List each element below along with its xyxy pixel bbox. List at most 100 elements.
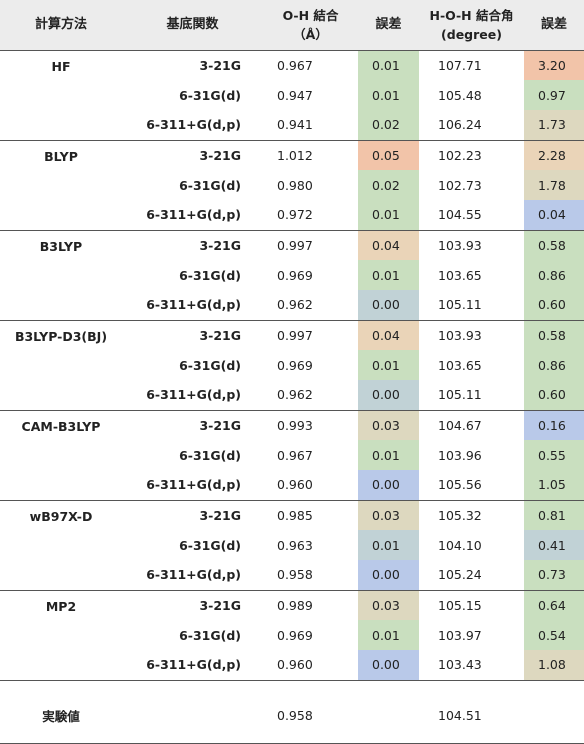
basis-set-cell: 3-21G bbox=[199, 507, 241, 523]
basis-set-cell: 6-31G(d) bbox=[179, 537, 241, 553]
table-row: 6-31G(d) 0.969 0.01 103.65 0.86 bbox=[0, 260, 584, 290]
oh-error-cell: 0.01 bbox=[358, 440, 419, 470]
angle-error-cell: 0.60 bbox=[524, 380, 584, 410]
oh-bond-cell: 0.960 bbox=[277, 657, 313, 673]
angle-cell: 102.23 bbox=[438, 147, 482, 163]
angle-error-cell: 0.54 bbox=[524, 620, 584, 650]
angle-error-cell: 0.86 bbox=[524, 260, 584, 290]
oh-error-cell: 0.02 bbox=[358, 110, 419, 140]
oh-error-cell: 0.03 bbox=[358, 500, 419, 530]
angle-cell: 105.24 bbox=[438, 567, 482, 583]
experimental-angle: 104.51 bbox=[438, 707, 482, 723]
angle-cell: 103.93 bbox=[438, 237, 482, 253]
table-row: 6-311+G(d,p) 0.958 0.00 105.24 0.73 bbox=[0, 560, 584, 590]
angle-cell: 104.67 bbox=[438, 417, 482, 433]
oh-error-cell: 0.00 bbox=[358, 290, 419, 320]
angle-error-cell: 0.58 bbox=[524, 230, 584, 260]
basis-set-cell: 6-311+G(d,p) bbox=[146, 207, 241, 223]
table-row: B3LYP-D3(BJ) 3-21G 0.997 0.04 103.93 0.58 bbox=[0, 320, 584, 350]
oh-error-cell: 0.01 bbox=[358, 260, 419, 290]
basis-set-cell: 3-21G bbox=[199, 237, 241, 253]
table-row: 6-31G(d) 0.969 0.01 103.65 0.86 bbox=[0, 350, 584, 380]
angle-cell: 103.93 bbox=[438, 327, 482, 343]
oh-error-cell: 0.01 bbox=[358, 620, 419, 650]
angle-error-cell: 0.55 bbox=[524, 440, 584, 470]
header-oh-line1: O-H 結合 bbox=[282, 7, 339, 23]
oh-error-cell: 0.03 bbox=[358, 590, 419, 620]
oh-bond-cell: 0.993 bbox=[277, 417, 313, 433]
oh-bond-cell: 0.941 bbox=[277, 117, 313, 133]
angle-error-cell: 3.20 bbox=[524, 50, 584, 80]
table-row: 6-31G(d) 0.967 0.01 103.96 0.55 bbox=[0, 440, 584, 470]
oh-bond-cell: 0.963 bbox=[277, 537, 313, 553]
table-row: 6-311+G(d,p) 0.960 0.00 103.43 1.08 bbox=[0, 650, 584, 680]
angle-error-cell: 1.78 bbox=[524, 170, 584, 200]
table-row: B3LYP 3-21G 0.997 0.04 103.93 0.58 bbox=[0, 230, 584, 260]
experimental-err1-empty bbox=[358, 688, 419, 743]
experimental-err2-empty bbox=[524, 688, 584, 743]
method-cell: B3LYP-D3(BJ) bbox=[14, 328, 108, 344]
oh-bond-cell: 0.985 bbox=[277, 507, 313, 523]
basis-set-cell: 6-31G(d) bbox=[179, 357, 241, 373]
oh-error-cell: 0.00 bbox=[358, 650, 419, 680]
oh-bond-cell: 0.958 bbox=[277, 567, 313, 583]
angle-cell: 103.43 bbox=[438, 657, 482, 673]
basis-set-cell: 6-311+G(d,p) bbox=[146, 657, 241, 673]
angle-cell: 105.15 bbox=[438, 597, 482, 613]
oh-bond-cell: 0.967 bbox=[277, 447, 313, 463]
header-angle-line2: (degree) bbox=[441, 26, 502, 42]
angle-error-cell: 0.60 bbox=[524, 290, 584, 320]
angle-error-cell: 1.73 bbox=[524, 110, 584, 140]
oh-error-cell: 0.01 bbox=[358, 50, 419, 80]
oh-error-cell: 0.01 bbox=[358, 350, 419, 380]
table-row: 6-31G(d) 0.980 0.02 102.73 1.78 bbox=[0, 170, 584, 200]
header-oh-line2: （Å） bbox=[293, 26, 328, 42]
table-body: HF 3-21G 0.967 0.01 107.71 3.20 6-31G(d) 0.947 0… bbox=[0, 50, 584, 743]
oh-bond-cell: 0.980 bbox=[277, 177, 313, 193]
oh-error-cell: 0.03 bbox=[358, 410, 419, 440]
oh-bond-cell: 0.969 bbox=[277, 627, 313, 643]
basis-set-cell: 3-21G bbox=[199, 327, 241, 343]
method-cell: CAM-B3LYP bbox=[21, 418, 101, 434]
header-angle-line1: H-O-H 結合角 bbox=[429, 7, 514, 23]
method-cell: wB97X-D bbox=[29, 508, 93, 524]
angle-cell: 105.48 bbox=[438, 87, 482, 103]
method-cell: MP2 bbox=[45, 598, 77, 614]
angle-error-cell: 0.04 bbox=[524, 200, 584, 230]
basis-set-cell: 3-21G bbox=[199, 597, 241, 613]
header-error-oh: 誤差 bbox=[375, 17, 402, 33]
table-row: 6-31G(d) 0.947 0.01 105.48 0.97 bbox=[0, 80, 584, 110]
angle-cell: 103.65 bbox=[438, 357, 482, 373]
spacer-row bbox=[0, 680, 584, 688]
oh-bond-cell: 1.012 bbox=[277, 147, 313, 163]
oh-error-cell: 0.01 bbox=[358, 530, 419, 560]
oh-bond-cell: 0.969 bbox=[277, 357, 313, 373]
table-header: 計算方法 基底関数 O-H 結合 （Å） 誤差 H-O-H 結合角 (degre… bbox=[0, 0, 584, 50]
table-row: 6-311+G(d,p) 0.960 0.00 105.56 1.05 bbox=[0, 470, 584, 500]
angle-error-cell: 1.08 bbox=[524, 650, 584, 680]
oh-error-cell: 0.01 bbox=[358, 200, 419, 230]
table-row: 6-31G(d) 0.969 0.01 103.97 0.54 bbox=[0, 620, 584, 650]
angle-cell: 105.32 bbox=[438, 507, 482, 523]
oh-bond-cell: 0.997 bbox=[277, 237, 313, 253]
angle-error-cell: 0.16 bbox=[524, 410, 584, 440]
basis-set-cell: 6-31G(d) bbox=[179, 87, 241, 103]
header-row: 計算方法 基底関数 O-H 結合 （Å） 誤差 H-O-H 結合角 (degre… bbox=[0, 0, 584, 50]
experimental-basis-empty bbox=[122, 688, 263, 743]
basis-set-cell: 3-21G bbox=[199, 147, 241, 163]
basis-set-cell: 6-31G(d) bbox=[179, 177, 241, 193]
angle-cell: 107.71 bbox=[438, 57, 482, 73]
oh-error-cell: 0.01 bbox=[358, 80, 419, 110]
basis-set-cell: 6-311+G(d,p) bbox=[146, 477, 241, 493]
table-row: 6-311+G(d,p) 0.941 0.02 106.24 1.73 bbox=[0, 110, 584, 140]
angle-cell: 102.73 bbox=[438, 177, 482, 193]
table-row: wB97X-D 3-21G 0.985 0.03 105.32 0.81 bbox=[0, 500, 584, 530]
basis-set-cell: 3-21G bbox=[199, 417, 241, 433]
angle-cell: 103.97 bbox=[438, 627, 482, 643]
table-row: CAM-B3LYP 3-21G 0.993 0.03 104.67 0.16 bbox=[0, 410, 584, 440]
method-cell: BLYP bbox=[44, 148, 78, 164]
method-cell: HF bbox=[51, 58, 71, 74]
table-row: BLYP 3-21G 1.012 0.05 102.23 2.28 bbox=[0, 140, 584, 170]
oh-bond-cell: 0.947 bbox=[277, 87, 313, 103]
